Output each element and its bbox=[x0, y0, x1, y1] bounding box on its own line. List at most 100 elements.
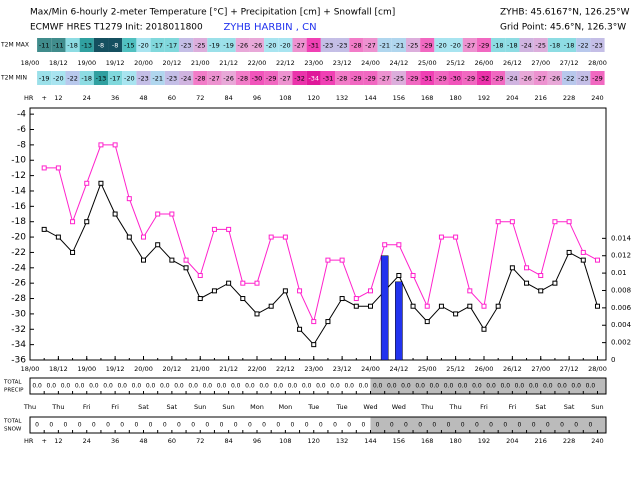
weekday-label: Fri bbox=[508, 403, 516, 411]
temp-cell bbox=[562, 71, 577, 85]
temp-marker bbox=[552, 280, 558, 286]
temp-marker bbox=[70, 219, 76, 225]
temp-marker bbox=[580, 249, 586, 255]
total-value: 0.0 bbox=[557, 383, 567, 390]
hr-tick-label: 108 bbox=[279, 437, 291, 445]
temp-cell bbox=[164, 71, 179, 85]
weekday-label: Thu bbox=[449, 403, 462, 411]
temp-marker bbox=[84, 180, 90, 186]
total-value: 0.0 bbox=[586, 383, 596, 390]
temp-cell-label: -21 bbox=[379, 42, 390, 50]
total-value: 0 bbox=[49, 422, 53, 429]
temp-cell-label: -18 bbox=[564, 42, 575, 50]
temp-cell-label: -30 bbox=[450, 75, 461, 83]
y-tick-label: -36 bbox=[11, 356, 26, 366]
temp-cell bbox=[590, 71, 605, 85]
temp-cell-label: -29 bbox=[436, 75, 447, 83]
total-value: 0 bbox=[149, 422, 153, 429]
row-label: T2M MAX bbox=[0, 42, 29, 49]
temp-cell bbox=[349, 38, 364, 52]
hr-tick-label: 60 bbox=[168, 437, 176, 445]
temp-cell-label: -19 bbox=[223, 42, 234, 50]
temp-cell bbox=[65, 38, 80, 52]
y2-tick-label: 0.014 bbox=[611, 234, 632, 242]
total-value: 0.0 bbox=[330, 383, 340, 390]
total-value: 0 bbox=[432, 422, 436, 429]
weekday-label: Mon bbox=[279, 403, 293, 411]
temp-marker bbox=[311, 342, 317, 348]
temp-cell bbox=[278, 38, 293, 52]
total-value: 0 bbox=[92, 422, 96, 429]
temp-marker bbox=[495, 219, 501, 225]
y-tick-label: -32 bbox=[11, 325, 26, 335]
temp-marker bbox=[282, 234, 288, 240]
y-tick-label: -14 bbox=[11, 186, 26, 196]
temp-cell-label: -29 bbox=[351, 75, 362, 83]
total-value: 0.0 bbox=[32, 383, 42, 390]
hr-tick-label: 156 bbox=[393, 94, 405, 102]
total-value: 0 bbox=[461, 422, 465, 429]
temp-cell bbox=[391, 71, 406, 85]
date-label: 19/12 bbox=[106, 365, 125, 373]
temp-cell bbox=[363, 38, 378, 52]
temp-marker bbox=[268, 234, 274, 240]
temp-marker bbox=[70, 249, 76, 255]
temp-cell-label: -27 bbox=[365, 42, 376, 50]
date-label: 25/12 bbox=[446, 59, 465, 67]
temp-marker bbox=[467, 288, 473, 294]
total-label: TOTAL bbox=[3, 419, 22, 425]
temp-marker bbox=[112, 211, 118, 217]
hr-tick-label: 48 bbox=[139, 94, 147, 102]
total-value: 0 bbox=[205, 422, 209, 429]
date-label: 24/00 bbox=[361, 59, 380, 67]
temp-marker bbox=[98, 180, 104, 186]
date-label: 24/00 bbox=[361, 365, 380, 373]
total-value: 0.0 bbox=[160, 383, 170, 390]
temp-cell-label: -18 bbox=[550, 42, 561, 50]
hr-tick-label: 240 bbox=[591, 94, 603, 102]
temp-cell bbox=[533, 71, 548, 85]
temp-cell-label: -26 bbox=[521, 75, 532, 83]
date-label: 24/12 bbox=[389, 365, 408, 373]
date-label: 27/12 bbox=[560, 59, 579, 67]
temp-cell bbox=[547, 71, 563, 85]
total-value: 0.0 bbox=[103, 383, 113, 390]
temp-marker bbox=[453, 234, 459, 240]
weekday-label: Tue bbox=[307, 403, 319, 411]
station-coords: ZYHB: 45.6167°N, 126.25°W bbox=[500, 8, 630, 18]
hr-tick-label: 60 bbox=[168, 94, 176, 102]
total-value: 0.0 bbox=[401, 383, 411, 390]
precip-bar bbox=[380, 255, 389, 361]
temp-cell bbox=[136, 38, 151, 52]
date-label: 21/12 bbox=[219, 59, 238, 67]
hr-tick-label: + bbox=[41, 437, 46, 445]
model-info: ECMWF HRES T1279 Init: 2018011800 bbox=[30, 23, 203, 33]
total-value: 0.0 bbox=[543, 383, 553, 390]
temp-marker bbox=[41, 165, 47, 171]
hr-tick-label: 144 bbox=[364, 437, 376, 445]
temp-cell-label: -23 bbox=[181, 42, 192, 50]
hr-tick-label: 204 bbox=[506, 94, 518, 102]
total-value: 0 bbox=[333, 422, 337, 429]
hr-tick-label: + bbox=[41, 94, 46, 102]
temp-marker bbox=[98, 142, 104, 148]
temp-cell-label: -18 bbox=[507, 42, 518, 50]
date-label: 20/12 bbox=[163, 59, 182, 67]
total-value: 0.0 bbox=[571, 383, 581, 390]
temp-cell-label: -34 bbox=[308, 75, 319, 83]
total-value: 0.0 bbox=[132, 383, 142, 390]
temp-marker bbox=[325, 319, 331, 325]
total-value: 0 bbox=[588, 422, 592, 429]
total-value: 0.0 bbox=[359, 383, 369, 390]
temp-cell-label: -21 bbox=[394, 42, 405, 50]
temp-cell-label: -23 bbox=[592, 42, 603, 50]
temp-cell-label: -25 bbox=[195, 42, 206, 50]
y-tick-label: -30 bbox=[11, 309, 26, 319]
temp-cell bbox=[405, 38, 421, 52]
temp-cell-label: -27 bbox=[464, 42, 475, 50]
temp-marker bbox=[268, 303, 274, 309]
y-tick-label: -6 bbox=[17, 125, 26, 135]
temp-cell bbox=[377, 71, 392, 85]
temp-marker bbox=[594, 303, 600, 309]
total-value: 0.0 bbox=[444, 383, 454, 390]
